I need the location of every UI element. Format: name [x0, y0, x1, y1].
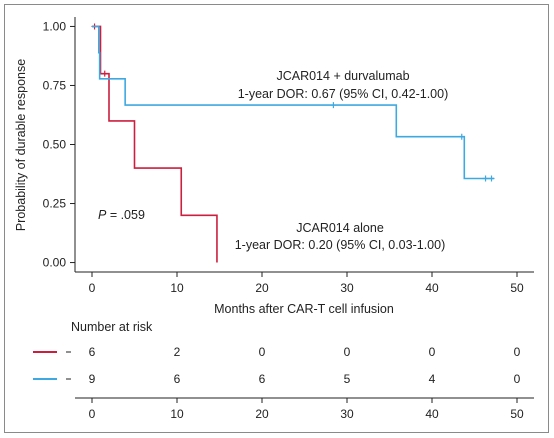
- combo-annotation-dor: 1-year DOR: 0.67 (95% CI, 0.42-1.00): [238, 87, 449, 101]
- y-ticks: 0.00 0.25 0.50 0.75 1.00: [43, 19, 75, 270]
- km-curve-series-2: [92, 25, 495, 180]
- km-curves: [91, 23, 495, 263]
- risk-table-title: Number at risk: [71, 320, 153, 334]
- censor-mark: [482, 175, 489, 182]
- x-ticks: 0 10 20 30 40 50: [89, 272, 524, 295]
- censor-mark: [101, 70, 108, 77]
- censor-mark: [488, 175, 495, 182]
- p-value-number: = .059: [106, 208, 145, 222]
- figure-frame: [4, 4, 549, 433]
- risk-value: 6: [174, 372, 181, 386]
- risk-value: 4: [429, 372, 436, 386]
- combo-annotation-name: JCAR014 + durvalumab: [276, 69, 409, 83]
- x-axis-label: Months after CAR-T cell infusion: [214, 302, 394, 316]
- risk-axis-label: 40: [425, 407, 439, 421]
- y-tick-label: 0.25: [43, 197, 67, 211]
- x-tick-label: 40: [425, 281, 439, 295]
- censor-mark: [458, 133, 465, 140]
- risk-axis-label: 0: [89, 407, 96, 421]
- risk-value: 6: [259, 372, 266, 386]
- x-tick-label: 20: [255, 281, 269, 295]
- x-tick-label: 0: [89, 281, 96, 295]
- alone-annotation-dor: 1-year DOR: 0.20 (95% CI, 0.03-1.00): [235, 238, 446, 252]
- x-tick-label: 30: [340, 281, 354, 295]
- risk-value: 0: [514, 372, 521, 386]
- risk-value: 0: [514, 345, 521, 359]
- risk-value: 6: [89, 345, 96, 359]
- risk-value: 5: [344, 372, 351, 386]
- risk-axis-label: 30: [340, 407, 354, 421]
- risk-table: 6 2 0 0 0 09 6 6 5 4 00 10 20 30 40 50: [33, 345, 524, 421]
- alone-annotation-name: JCAR014 alone: [296, 221, 384, 235]
- risk-value: 0: [344, 345, 351, 359]
- risk-value: 2: [174, 345, 181, 359]
- y-tick-label: 1.00: [43, 19, 67, 33]
- y-tick-label: 0.50: [43, 138, 67, 152]
- risk-value: 0: [259, 345, 266, 359]
- censor-mark: [330, 102, 337, 109]
- y-axis-label: Probability of durable response: [14, 59, 28, 231]
- p-value-symbol: P: [98, 208, 107, 222]
- risk-value: 9: [89, 372, 96, 386]
- risk-value: 0: [429, 345, 436, 359]
- risk-axis-label: 50: [510, 407, 524, 421]
- x-tick-label: 50: [510, 281, 524, 295]
- km-curve-series-1: [92, 25, 218, 263]
- y-tick-label: 0.00: [43, 256, 67, 270]
- x-tick-label: 10: [170, 281, 184, 295]
- risk-axis-label: 10: [170, 407, 184, 421]
- y-tick-label: 0.75: [43, 78, 67, 92]
- p-value-annotation: P = .059: [98, 208, 145, 222]
- risk-axis-label: 20: [255, 407, 269, 421]
